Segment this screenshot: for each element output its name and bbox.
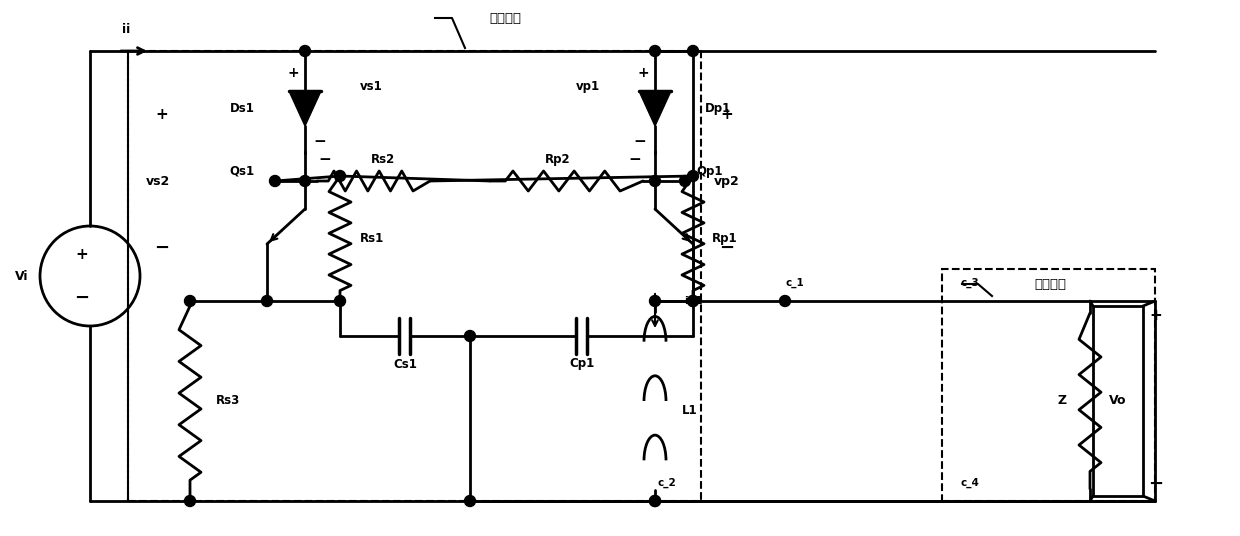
Text: −: − — [1148, 475, 1163, 493]
Text: +: + — [76, 247, 88, 262]
Circle shape — [185, 495, 196, 507]
Polygon shape — [289, 91, 321, 126]
Text: Rp1: Rp1 — [712, 232, 738, 245]
Circle shape — [300, 46, 310, 56]
Text: c_1: c_1 — [786, 278, 805, 288]
Text: Rs2: Rs2 — [371, 153, 394, 166]
Circle shape — [650, 495, 661, 507]
Text: Dp1: Dp1 — [706, 102, 732, 115]
Circle shape — [650, 46, 661, 56]
Bar — [1092, 306, 1143, 496]
Text: iL1: iL1 — [683, 296, 702, 306]
Text: Vo: Vo — [1110, 394, 1127, 407]
Text: +: + — [720, 107, 733, 122]
Text: Z: Z — [1058, 394, 1066, 407]
Circle shape — [465, 331, 475, 341]
Text: 续流单元: 续流单元 — [1034, 278, 1066, 291]
Text: vp2: vp2 — [714, 175, 740, 188]
Text: Vi: Vi — [15, 270, 29, 282]
Circle shape — [687, 295, 698, 307]
Text: +: + — [637, 66, 649, 80]
Polygon shape — [639, 91, 671, 126]
Circle shape — [650, 295, 661, 307]
Text: 自激单元: 自激单元 — [489, 11, 521, 25]
Text: vs1: vs1 — [360, 79, 383, 93]
Circle shape — [335, 295, 346, 307]
Circle shape — [465, 495, 475, 507]
Text: +: + — [288, 66, 299, 80]
Circle shape — [680, 175, 691, 187]
Circle shape — [687, 46, 698, 56]
Text: c_4: c_4 — [961, 478, 980, 488]
Text: Rs3: Rs3 — [216, 394, 241, 407]
Text: −: − — [629, 152, 641, 167]
Text: L1: L1 — [682, 405, 698, 418]
Text: c_2: c_2 — [657, 478, 676, 488]
Circle shape — [300, 175, 310, 187]
Circle shape — [780, 295, 791, 307]
Text: Ds1: Ds1 — [231, 102, 255, 115]
Text: vs2: vs2 — [146, 175, 170, 188]
Circle shape — [650, 495, 661, 507]
Text: vp1: vp1 — [575, 79, 600, 93]
Text: Cs1: Cs1 — [393, 358, 417, 370]
Text: −: − — [634, 133, 646, 148]
Text: −: − — [314, 133, 326, 148]
Text: Rp2: Rp2 — [544, 153, 570, 166]
Text: c_3: c_3 — [961, 278, 980, 288]
Text: −: − — [319, 152, 331, 167]
Circle shape — [269, 175, 280, 187]
Text: Rs1: Rs1 — [360, 232, 384, 245]
Circle shape — [262, 295, 273, 307]
Text: +: + — [1149, 309, 1162, 324]
Circle shape — [185, 295, 196, 307]
Text: Qs1: Qs1 — [229, 165, 254, 177]
Circle shape — [687, 170, 698, 182]
Text: Cp1: Cp1 — [569, 358, 594, 370]
Text: Qp1: Qp1 — [697, 165, 723, 177]
Text: −: − — [719, 239, 734, 257]
Bar — [942, 269, 1154, 501]
Circle shape — [335, 170, 346, 182]
Circle shape — [687, 295, 698, 307]
Text: −: − — [155, 239, 170, 257]
Text: −: − — [74, 289, 89, 307]
Bar — [128, 51, 701, 501]
Text: ii: ii — [122, 23, 130, 35]
Circle shape — [650, 175, 661, 187]
Text: +: + — [156, 107, 169, 122]
